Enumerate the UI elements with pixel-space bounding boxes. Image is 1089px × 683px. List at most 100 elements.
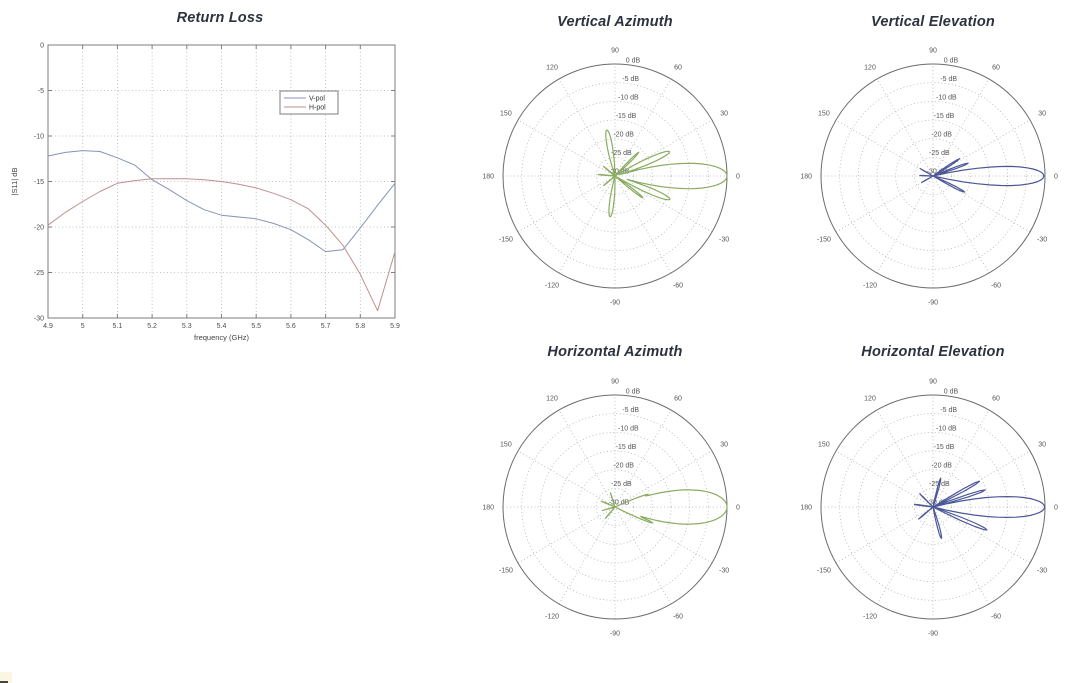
svg-text:-15 dB: -15 dB [934, 113, 955, 120]
svg-text:0 dB: 0 dB [626, 389, 641, 396]
svg-text:-60: -60 [991, 614, 1001, 621]
svg-text:-10 dB: -10 dB [936, 95, 957, 102]
svg-text:-5 dB: -5 dB [622, 76, 639, 83]
svg-text:-150: -150 [499, 237, 513, 244]
svg-text:-5 dB: -5 dB [622, 407, 639, 414]
svg-text:-90: -90 [610, 631, 620, 638]
svg-text:180: 180 [800, 505, 812, 512]
svg-text:150: 150 [818, 442, 830, 449]
svg-text:5.1: 5.1 [113, 323, 123, 330]
svg-text:90: 90 [611, 379, 619, 386]
svg-text:-30: -30 [719, 568, 729, 575]
svg-text:-20 dB: -20 dB [931, 463, 952, 470]
svg-text:0 dB: 0 dB [626, 58, 641, 65]
svg-text:120: 120 [546, 64, 558, 71]
svg-text:180: 180 [482, 505, 494, 512]
vertical-azimuth-polar-plot: 0 dB-5 dB-10 dB-15 dB-20 dB-25 dB-30 dB9… [482, 48, 740, 307]
svg-text:60: 60 [674, 395, 682, 402]
svg-text:-30: -30 [34, 316, 44, 323]
return-loss-plot: 4.9 5 5.1 5.2 5.3 5.4 5.5 5.6 5.7 5.8 5.9 0 -5 -10 -15… [10, 43, 400, 343]
svg-text:-60: -60 [673, 283, 683, 290]
svg-text:-20 dB: -20 dB [613, 132, 634, 139]
svg-text:-90: -90 [928, 631, 938, 638]
svg-text:5.7: 5.7 [321, 323, 331, 330]
svg-text:-20 dB: -20 dB [613, 463, 634, 470]
svg-text:-15: -15 [34, 179, 44, 186]
svg-text:-30 dB: -30 dB [927, 169, 948, 176]
svg-text:-120: -120 [863, 283, 877, 290]
svg-text:5.2: 5.2 [147, 323, 157, 330]
corner-artifact [0, 672, 12, 683]
svg-text:-60: -60 [991, 283, 1001, 290]
svg-text:5.8: 5.8 [355, 323, 365, 330]
svg-text:0: 0 [1054, 505, 1058, 512]
svg-text:5.9: 5.9 [390, 323, 400, 330]
svg-text:-25 dB: -25 dB [929, 150, 950, 157]
svg-text:-90: -90 [928, 300, 938, 307]
svg-text:120: 120 [864, 395, 876, 402]
horizontal-elevation-title: Horizontal Elevation [861, 344, 1005, 360]
svg-text:-15 dB: -15 dB [934, 444, 955, 451]
svg-text:-120: -120 [545, 614, 559, 621]
svg-text:-10 dB: -10 dB [936, 426, 957, 433]
svg-text:-120: -120 [863, 614, 877, 621]
svg-text:120: 120 [546, 395, 558, 402]
svg-text:5.3: 5.3 [182, 323, 192, 330]
svg-text:0: 0 [1054, 174, 1058, 181]
svg-text:30: 30 [1038, 111, 1046, 118]
corner-artifact-mark [0, 681, 8, 683]
svg-text:60: 60 [992, 64, 1000, 71]
horizontal-elevation-figure: Horizontal Elevation 0 dB -5 dB -10 dB -15 … [793, 330, 1073, 660]
svg-text:60: 60 [674, 64, 682, 71]
svg-text:H-pol: H-pol [309, 105, 326, 112]
svg-text:120: 120 [864, 64, 876, 71]
svg-text:-60: -60 [673, 614, 683, 621]
vertical-elevation-polar-plot: 0 dB -5 dB -10 dB -15 dB -20 dB -25 dB -30 dB 9… [800, 48, 1058, 307]
svg-text:60: 60 [992, 395, 1000, 402]
svg-text:150: 150 [818, 111, 830, 118]
svg-text:0: 0 [736, 505, 740, 512]
svg-text:-25 dB: -25 dB [611, 150, 632, 157]
horizontal-azimuth-title: Horizontal Azimuth [547, 344, 683, 360]
return-loss-figure: Return Loss 4.9 5 5.1 5.2 5.3 5.4 5.5 5.6 5.7 5.8… [0, 0, 440, 350]
svg-text:-25 dB: -25 dB [611, 481, 632, 488]
svg-text:5.6: 5.6 [286, 323, 296, 330]
svg-text:180: 180 [800, 174, 812, 181]
svg-text:90: 90 [611, 48, 619, 55]
svg-text:0 dB: 0 dB [944, 389, 959, 396]
svg-text:-25: -25 [34, 270, 44, 277]
svg-text:-90: -90 [610, 300, 620, 307]
svg-text:-10 dB: -10 dB [618, 426, 639, 433]
svg-text:-5 dB: -5 dB [940, 76, 957, 83]
vertical-elevation-title: Vertical Elevation [871, 14, 995, 30]
svg-text:-150: -150 [499, 568, 513, 575]
svg-text:150: 150 [500, 111, 512, 118]
svg-text:-30: -30 [719, 237, 729, 244]
svg-text:-5 dB: -5 dB [940, 407, 957, 414]
svg-text:4.9: 4.9 [43, 323, 53, 330]
vertical-azimuth-title: Vertical Azimuth [557, 14, 673, 30]
svg-text:30: 30 [720, 111, 728, 118]
svg-text:150: 150 [500, 442, 512, 449]
svg-text:0: 0 [40, 43, 44, 50]
horizontal-azimuth-polar-plot: 0 dB -5 dB -10 dB -15 dB -20 dB -25 dB -30 dB 9… [482, 379, 740, 638]
vertical-elevation-figure: Vertical Elevation 0 dB -5 dB -10 dB -15 dB… [793, 0, 1073, 330]
svg-text:-30 dB: -30 dB [609, 500, 630, 507]
svg-text:0: 0 [736, 174, 740, 181]
horizontal-azimuth-figure: Horizontal Azimuth 0 dB -5 dB -10 dB -15 dB… [475, 330, 755, 660]
svg-text:30: 30 [720, 442, 728, 449]
svg-text:0 dB: 0 dB [944, 58, 959, 65]
horizontal-elevation-polar-plot: 0 dB-5 dB-10 dB-15 dB-20 dB-25 dB-30 dB9… [800, 379, 1058, 638]
svg-text:-5: -5 [38, 88, 44, 95]
svg-text:30: 30 [1038, 442, 1046, 449]
svg-text:-30 dB: -30 dB [927, 500, 948, 507]
svg-text:-150: -150 [817, 237, 831, 244]
svg-text:90: 90 [929, 379, 937, 386]
svg-text:V-pol: V-pol [309, 96, 325, 103]
svg-text:-150: -150 [817, 568, 831, 575]
return-loss-title: Return Loss [176, 10, 264, 26]
svg-text:-20 dB: -20 dB [931, 132, 952, 139]
svg-text:frequency (GHz): frequency (GHz) [194, 333, 250, 342]
svg-text:-30: -30 [1037, 237, 1047, 244]
